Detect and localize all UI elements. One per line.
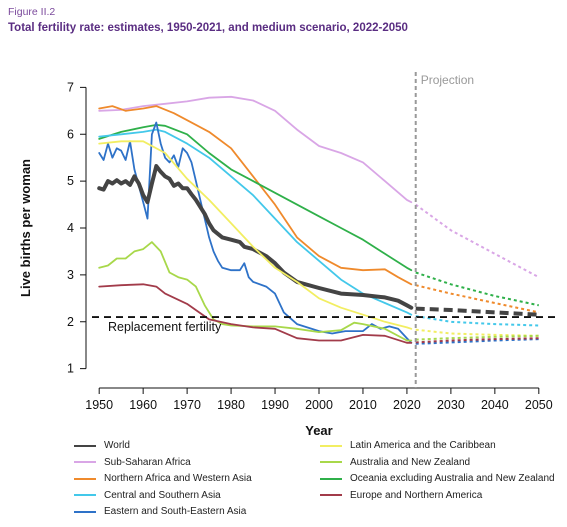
x-tick-label: 2040 (481, 398, 509, 412)
x-axis-label: Year (305, 423, 332, 438)
series-line-world (97, 164, 414, 310)
x-tick-label: 2030 (437, 398, 465, 412)
x-tick-label: 1960 (129, 398, 157, 412)
y-tick-label: 6 (67, 127, 74, 141)
y-tick-label: 5 (67, 174, 74, 188)
y-tick-label: 4 (67, 221, 74, 235)
chart-axes: 1 2 3 4 5 6 7 1950 1960 1970 1980 1990 2000 2010 2020 2… (18, 80, 553, 438)
chart-overlay: Replacement fertility Projection (92, 72, 558, 388)
y-tick-label: 7 (67, 80, 74, 94)
x-tick-label: 1990 (261, 398, 289, 412)
series-line-sub-saharan-africa (98, 95, 413, 204)
x-tick-label: 2000 (305, 398, 333, 412)
series-projection-oceania-excluding-australia-and-new-zealand (415, 271, 540, 307)
x-tick-label: 2050 (525, 398, 553, 412)
series-projection-northern-africa-and-western-asia (415, 284, 540, 314)
y-tick-label: 2 (67, 315, 74, 329)
series-projection-world (415, 306, 539, 317)
series-line-northern-africa-and-western-asia (98, 105, 413, 286)
figure-label: Figure II.2 (8, 6, 56, 18)
series-line-australia-and-new-zealand (98, 241, 413, 342)
figure-title: Total fertility rate: estimates, 1950-20… (8, 22, 408, 34)
series-line-europe-and-northern-america (98, 283, 413, 344)
series-line-eastern-and-south-eastern-asia (98, 121, 413, 344)
x-tick-label: 1950 (85, 398, 113, 412)
x-tick-label: 2010 (349, 398, 377, 412)
chart-series (97, 95, 540, 345)
x-tick-label: 1970 (173, 398, 201, 412)
x-tick-label: 2020 (393, 398, 421, 412)
series-line-oceania-excluding-australia-and-new-zealand (98, 124, 413, 272)
series-projection-sub-saharan-africa (415, 203, 540, 279)
replacement-label: Replacement fertility (108, 320, 222, 334)
y-tick-label: 1 (67, 362, 74, 376)
x-tick-label: 1980 (217, 398, 245, 412)
y-axis-label: Live births per woman (18, 159, 33, 297)
projection-label: Projection (421, 73, 474, 87)
series-projection-latin-america-and-the-caribbean (415, 328, 539, 337)
y-tick-label: 3 (67, 268, 74, 282)
series-line-latin-america-and-the-caribbean (98, 140, 413, 330)
series-line-central-and-southern-asia (98, 128, 413, 316)
